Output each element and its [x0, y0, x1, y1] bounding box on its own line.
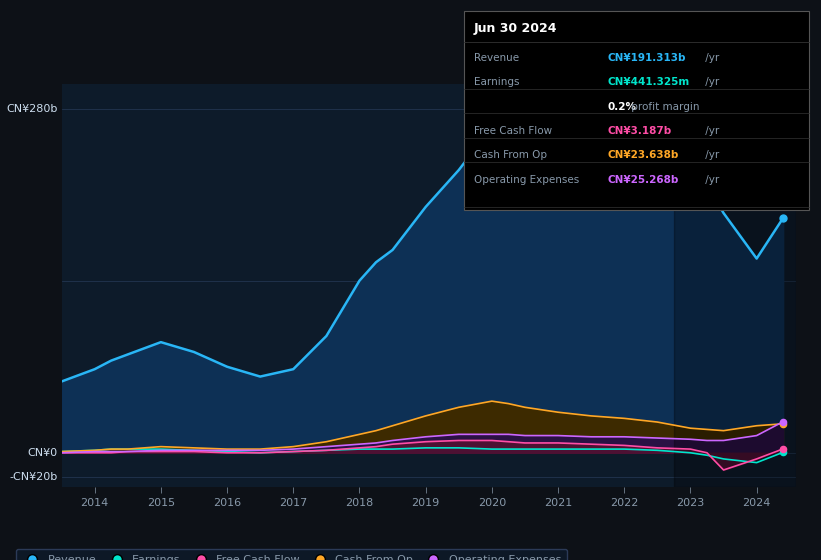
Text: Earnings: Earnings: [474, 77, 519, 87]
Text: /yr: /yr: [702, 150, 719, 160]
Point: [777, 445, 790, 454]
Text: /yr: /yr: [702, 126, 719, 136]
Text: Jun 30 2024: Jun 30 2024: [474, 22, 557, 35]
Text: /yr: /yr: [702, 77, 719, 87]
Text: Free Cash Flow: Free Cash Flow: [474, 126, 552, 136]
Text: CN¥23.638b: CN¥23.638b: [608, 150, 679, 160]
Text: /yr: /yr: [702, 53, 719, 63]
Point: [777, 448, 790, 457]
Text: CN¥25.268b: CN¥25.268b: [608, 175, 679, 185]
Text: -CN¥20b: -CN¥20b: [10, 473, 58, 482]
Text: /yr: /yr: [702, 175, 719, 185]
Point: [777, 419, 790, 428]
Text: Cash From Op: Cash From Op: [474, 150, 547, 160]
Text: 0.2%: 0.2%: [608, 102, 636, 111]
Text: Operating Expenses: Operating Expenses: [474, 175, 579, 185]
Text: CN¥280b: CN¥280b: [7, 104, 58, 114]
Point: [777, 213, 790, 222]
Text: CN¥3.187b: CN¥3.187b: [608, 126, 672, 136]
Text: CN¥0: CN¥0: [28, 448, 58, 458]
Legend: Revenue, Earnings, Free Cash Flow, Cash From Op, Operating Expenses: Revenue, Earnings, Free Cash Flow, Cash …: [16, 549, 566, 560]
Text: Revenue: Revenue: [474, 53, 519, 63]
Text: profit margin: profit margin: [628, 102, 699, 111]
Point: [777, 417, 790, 426]
Text: CN¥191.313b: CN¥191.313b: [608, 53, 686, 63]
Bar: [674, 84, 796, 487]
Text: CN¥441.325m: CN¥441.325m: [608, 77, 690, 87]
